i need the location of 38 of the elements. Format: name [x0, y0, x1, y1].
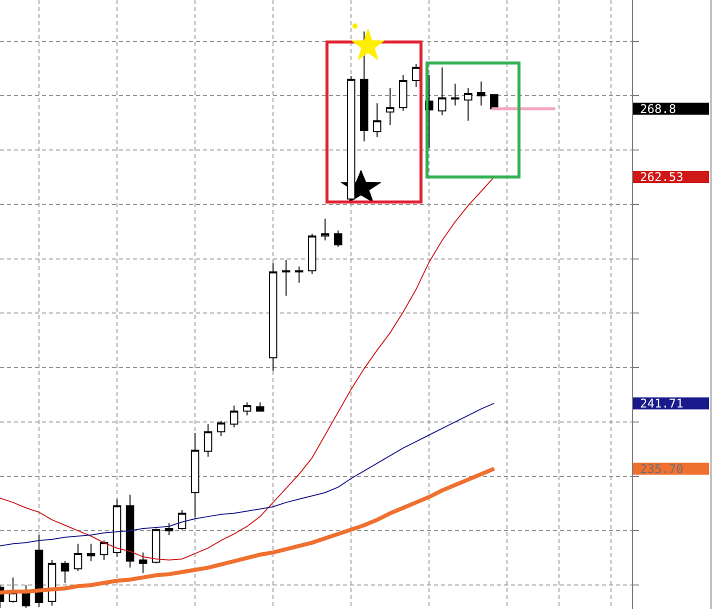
- candlestick: [320, 218, 330, 241]
- line-series: [0, 402, 495, 546]
- line-series: [0, 466, 496, 595]
- candlestick: [152, 528, 160, 564]
- candlestick: [230, 405, 238, 428]
- candlestick: [216, 420, 226, 437]
- candlestick: [308, 233, 316, 275]
- candlestick: [451, 83, 460, 106]
- candlestick: [34, 534, 44, 608]
- candlestick: [190, 432, 200, 518]
- candlestick: [464, 88, 472, 122]
- candlestick: [386, 88, 394, 126]
- candlestick: [74, 543, 82, 572]
- candlestick: [204, 424, 212, 458]
- candlestick: [490, 94, 498, 110]
- candlestick: [372, 102, 382, 138]
- candlestick: [242, 402, 252, 416]
- candlestick: [282, 259, 290, 296]
- y-tick-label: 235.70: [640, 462, 684, 476]
- candlestick: [126, 494, 134, 568]
- candlestick: [360, 31, 368, 142]
- candlestick: [398, 74, 408, 112]
- candlestick: [138, 552, 148, 574]
- candlestick: [294, 266, 304, 284]
- candlestick: [438, 66, 446, 116]
- candlestick: [112, 498, 122, 558]
- candlestick: [412, 64, 420, 88]
- line-series: [0, 176, 495, 561]
- y-tick-label: 241.71: [640, 396, 684, 411]
- candlestick: [256, 402, 264, 412]
- candlestick: [477, 81, 486, 106]
- candlestick: [100, 540, 108, 561]
- candlestick: [86, 543, 96, 562]
- y-tick-label: 262.53: [640, 170, 684, 184]
- y-tick-label: 268.8: [640, 102, 676, 116]
- candlestick: [60, 560, 70, 584]
- candlestick: [334, 230, 342, 248]
- candlestick: [268, 262, 278, 372]
